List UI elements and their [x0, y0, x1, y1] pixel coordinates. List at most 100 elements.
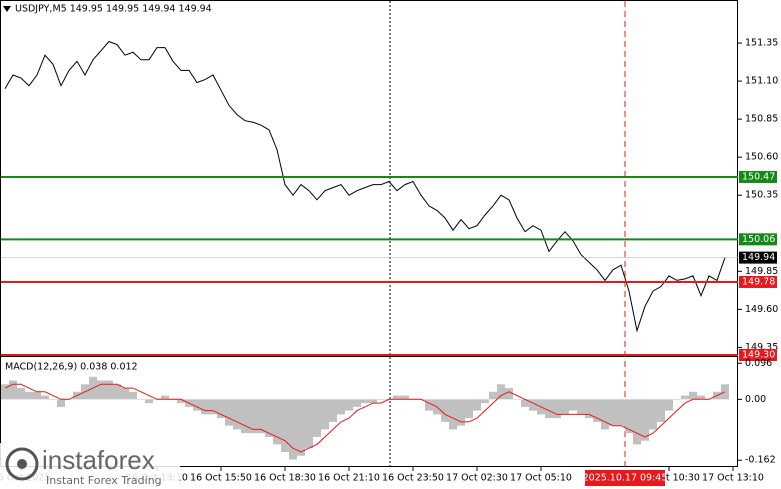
- macd-bar: [97, 380, 105, 400]
- level-label: 150.06: [742, 234, 775, 245]
- chart-title: USDJPY,M5 149.95 149.95 149.94 149.94: [15, 4, 212, 15]
- macd-bar: [105, 380, 113, 400]
- macd-bar: [177, 399, 185, 404]
- x-tick-label: 17 Oct 13:10: [702, 473, 764, 484]
- x-tick-label: 16 Oct 21:10: [318, 473, 380, 484]
- level-label: 149.78: [742, 276, 775, 287]
- macd-bar: [273, 399, 281, 445]
- macd-bar: [361, 399, 369, 404]
- macd-bar: [681, 395, 689, 400]
- macd-bar: [377, 399, 385, 400]
- macd-bar: [225, 399, 233, 426]
- macd-bar: [297, 399, 305, 456]
- macd-bar: [425, 399, 433, 411]
- macd-bar: [609, 399, 617, 426]
- macd-bar: [369, 399, 377, 404]
- watermark-logo-dot: [17, 459, 27, 469]
- macd-bar: [697, 395, 705, 400]
- macd-bar: [441, 399, 449, 422]
- macd-bar: [593, 399, 601, 422]
- level-label-box: [739, 349, 777, 361]
- macd-bar: [265, 399, 273, 437]
- y-tick-label: -0.162: [745, 455, 776, 466]
- y-tick-label: 0.096: [745, 358, 772, 369]
- macd-bar: [625, 399, 633, 434]
- macd-bar: [129, 391, 137, 400]
- macd-bar: [641, 399, 649, 441]
- macd-bar: [281, 399, 289, 452]
- macd-bar: [137, 399, 145, 400]
- macd-bar: [305, 399, 313, 449]
- macd-title: MACD(12,26,9) 0.038 0.012: [5, 362, 138, 373]
- macd-bar: [25, 391, 33, 400]
- macd-bar: [505, 388, 513, 400]
- level-label-box: [739, 233, 777, 246]
- macd-bar: [449, 399, 457, 430]
- y-tick-label: 150.85: [745, 114, 778, 125]
- x-tick-label: 16 Oct 15:50: [190, 473, 252, 484]
- macd-bar: [545, 399, 553, 419]
- watermark-logo: [5, 447, 39, 481]
- macd-bar: [233, 399, 241, 430]
- macd-bar: [657, 399, 665, 422]
- macd-bar: [209, 399, 217, 415]
- macd-bar: [689, 391, 697, 400]
- macd-bar: [497, 384, 505, 400]
- x-tick-label: 16 Oct 18:30: [254, 473, 316, 484]
- macd-bar: [577, 399, 585, 415]
- macd-bar: [9, 380, 17, 400]
- macd-bar: [665, 399, 673, 411]
- y-tick-label: 151.35: [745, 38, 778, 49]
- macd-bar: [353, 399, 361, 407]
- macd-bar: [673, 399, 681, 400]
- macd-bar: [201, 399, 209, 415]
- level-label-box: [739, 275, 777, 288]
- watermark-brand: instaforex: [42, 445, 155, 475]
- macd-bar: [337, 399, 345, 415]
- x-tick-label: 16 Oct 23:50: [382, 473, 444, 484]
- level-label: 150.47: [742, 171, 775, 182]
- y-tick-label: 149.60: [745, 304, 778, 315]
- x-tick-label: 17 Oct 10:30: [638, 473, 700, 484]
- y-tick-label: 0.00: [745, 394, 766, 405]
- macd-bar: [1, 384, 9, 400]
- x-tick-label: 17 Oct 02:30: [446, 473, 508, 484]
- macd-bar: [41, 395, 49, 400]
- macd-bar: [113, 384, 121, 400]
- macd-bar: [313, 399, 321, 437]
- y-tick-label: 150.60: [745, 152, 778, 163]
- marker-label: 2025.10.17 09:45: [583, 473, 668, 484]
- macd-bar: [553, 399, 561, 419]
- signal-line: [4, 383, 726, 453]
- y-tick-label: 149.35: [745, 342, 778, 353]
- macd-bar: [465, 399, 473, 419]
- level-label-box: [739, 170, 777, 183]
- macd-bar: [289, 399, 297, 460]
- macd-bar: [249, 399, 257, 434]
- macd-bar: [481, 399, 489, 404]
- macd-bar: [329, 399, 337, 422]
- macd-bar: [121, 388, 129, 400]
- macd-bar: [617, 399, 625, 426]
- macd-bar: [601, 399, 609, 430]
- macd-bar: [585, 399, 593, 419]
- macd-bar: [145, 399, 153, 404]
- macd-bar: [457, 399, 465, 426]
- macd-bar: [217, 399, 225, 419]
- macd-bar: [257, 399, 265, 434]
- macd-bar: [17, 388, 25, 400]
- macd-bar: [529, 399, 537, 411]
- macd-bar: [321, 399, 329, 430]
- price-line: [4, 40, 726, 333]
- macd-bar: [521, 399, 529, 407]
- y-tick-label: 151.10: [745, 76, 778, 87]
- macd-bar: [401, 395, 409, 400]
- macd-bar: [513, 399, 521, 400]
- macd-bar: [49, 399, 57, 400]
- level-label: 149.30: [742, 350, 775, 361]
- macd-bar: [393, 395, 401, 400]
- macd-bar: [561, 399, 569, 415]
- macd-bar: [33, 391, 41, 400]
- watermark-tagline: Instant Forex Trading: [46, 474, 162, 487]
